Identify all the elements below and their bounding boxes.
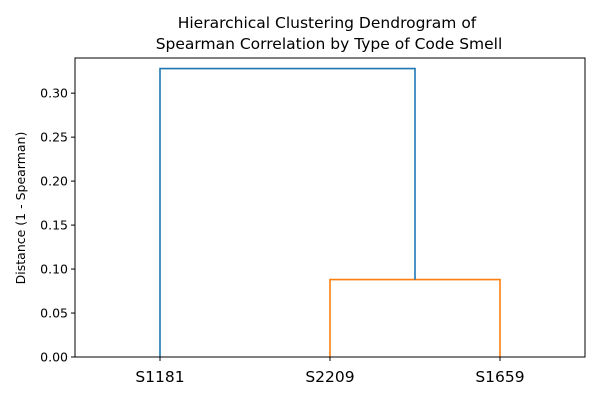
y-tick-label: 0.00 bbox=[40, 350, 68, 365]
y-tick-label: 0.25 bbox=[40, 130, 68, 145]
y-tick-label: 0.15 bbox=[40, 218, 68, 233]
y-tick-label: 0.10 bbox=[40, 262, 68, 277]
plot-frame bbox=[74, 57, 586, 358]
dendrogram-link bbox=[159, 67, 416, 357]
y-axis-label: Distance (1 - Spearman) bbox=[13, 132, 28, 285]
leaf-label: S1659 bbox=[475, 368, 524, 386]
leaf-label: S2209 bbox=[305, 368, 354, 386]
y-tick-label: 0.05 bbox=[40, 306, 68, 321]
dendrogram-link bbox=[329, 278, 501, 357]
chart-title: Hierarchical Clustering Dendrogram of bbox=[178, 14, 477, 32]
plot-area: 0.00 0.05 0.10 0.15 0.20 0.25 0.30 S1181 S2209 S1… bbox=[40, 57, 586, 386]
y-tick-label: 0.30 bbox=[40, 86, 68, 101]
leaf-label: S1181 bbox=[135, 368, 184, 386]
y-tick-label: 0.20 bbox=[40, 174, 68, 189]
chart-subtitle: Spearman Correlation by Type of Code Sme… bbox=[156, 35, 503, 53]
